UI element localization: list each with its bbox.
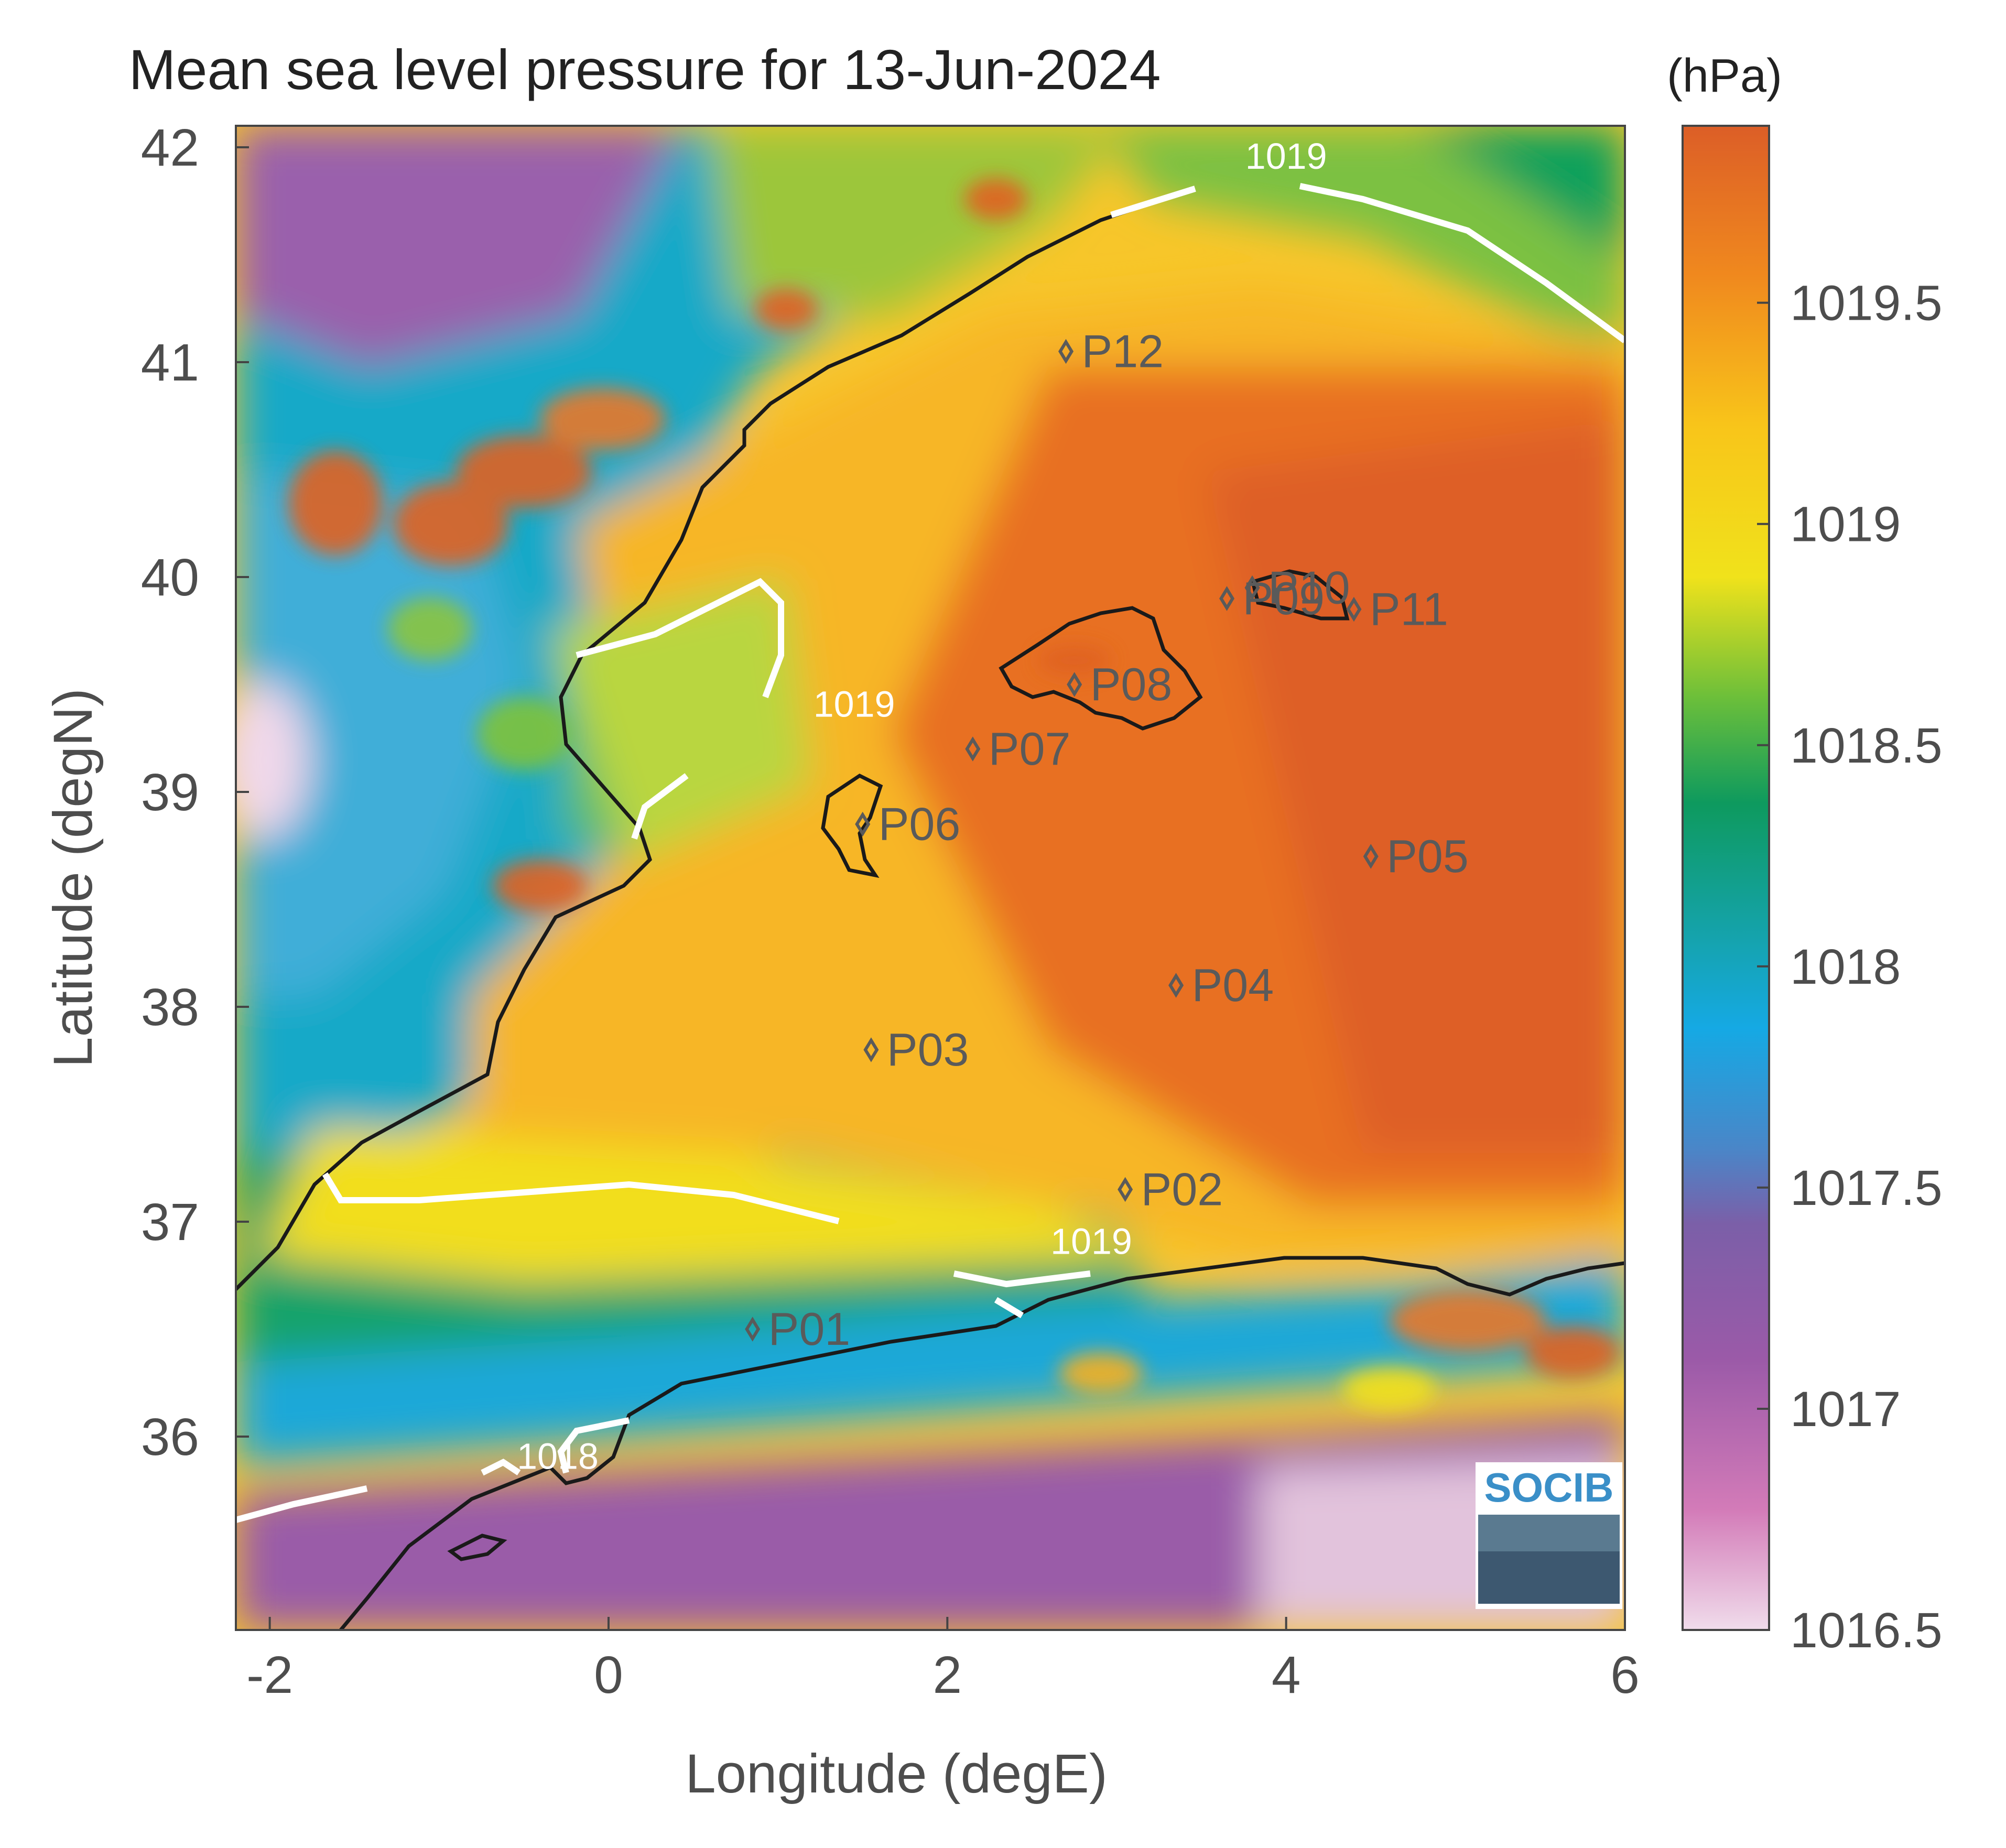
station-label: P12 — [1082, 325, 1164, 377]
colorbar-tick-label: 1017 — [1790, 1382, 1901, 1437]
colorbar-tick-label: 1019.5 — [1790, 276, 1943, 331]
station-marker — [1346, 596, 1362, 622]
station-label: P03 — [887, 1024, 969, 1075]
station-marker — [1363, 844, 1379, 869]
station-marker — [1168, 973, 1184, 998]
colorbar-tick-label: 1016.5 — [1790, 1603, 1943, 1658]
station-marker — [1219, 586, 1235, 611]
y-axis-label: Latitude (degN) — [42, 688, 104, 1068]
contour-labels: 1019 1019 1019 1018 — [517, 136, 1327, 1477]
station-label: P04 — [1192, 959, 1274, 1011]
x-tick-label: 4 — [1272, 1646, 1301, 1704]
colorbar-unit: (hPa) — [1667, 50, 1782, 102]
colorbar-ticks: 1016.5 1017 1017.5 1018 1018.5 1019 1019.5 — [1757, 276, 1943, 1658]
contour-label: 1019 — [1245, 136, 1327, 177]
x-axis: -2 0 2 4 6 — [246, 1617, 1640, 1704]
station-label: P09 — [1243, 572, 1325, 624]
station-label: P01 — [768, 1303, 851, 1355]
station-marker — [1118, 1177, 1133, 1202]
socib-logo: SOCIB — [1476, 1462, 1622, 1609]
station-marker — [745, 1317, 761, 1342]
station-label: P06 — [879, 798, 961, 850]
station-label: P11 — [1370, 583, 1448, 635]
colorbar-tick-label: 1018 — [1790, 939, 1901, 995]
station-label: P10 — [1268, 562, 1350, 614]
y-tick-label: 39 — [141, 763, 199, 822]
station-marker — [1058, 339, 1074, 364]
colorbar-tick-label: 1017.5 — [1790, 1160, 1943, 1216]
plot-frame — [235, 125, 1626, 1631]
y-tick-label: 36 — [141, 1408, 199, 1466]
y-tick-label: 41 — [141, 333, 199, 392]
y-tick-label: 37 — [141, 1193, 199, 1252]
socib-logo-text: SOCIB — [1484, 1464, 1613, 1510]
contour-label: 1019 — [1050, 1221, 1132, 1262]
colorbar: (hPa) 1016.5 1017 1017.5 1018 1018.5 1019 1019… — [1667, 50, 1943, 1658]
colorbar-tick-label: 1019 — [1790, 497, 1901, 552]
station-marker — [855, 811, 871, 837]
contour-lines — [236, 183, 1625, 1523]
x-tick-label: 2 — [933, 1646, 962, 1704]
station-marker — [863, 1037, 879, 1062]
y-axis: 36 37 38 39 40 41 42 — [141, 118, 249, 1466]
x-tick-label: 0 — [594, 1646, 623, 1704]
coastlines — [236, 202, 1625, 1630]
station-label: P07 — [989, 723, 1071, 775]
station-marker — [965, 736, 981, 762]
x-axis-label: Longitude (degE) — [685, 1743, 1108, 1804]
station-label: P08 — [1090, 658, 1173, 710]
colorbar-tick-label: 1018.5 — [1790, 718, 1943, 774]
station-marker — [1067, 672, 1082, 697]
x-tick-label: -2 — [246, 1646, 293, 1704]
y-tick-label: 42 — [141, 118, 199, 177]
y-tick-label: 38 — [141, 978, 199, 1037]
contour-label: 1019 — [814, 684, 895, 725]
station-label: P02 — [1141, 1164, 1223, 1215]
y-tick-label: 40 — [141, 548, 199, 607]
contour-label: 1018 — [517, 1436, 599, 1477]
map-title: Mean sea level pressure for 13-Jun-2024 — [128, 38, 1161, 101]
station-marker — [1244, 575, 1260, 601]
x-tick-label: 6 — [1610, 1646, 1640, 1704]
station-label: P05 — [1386, 830, 1469, 882]
colorbar-gradient — [1682, 125, 1770, 1631]
